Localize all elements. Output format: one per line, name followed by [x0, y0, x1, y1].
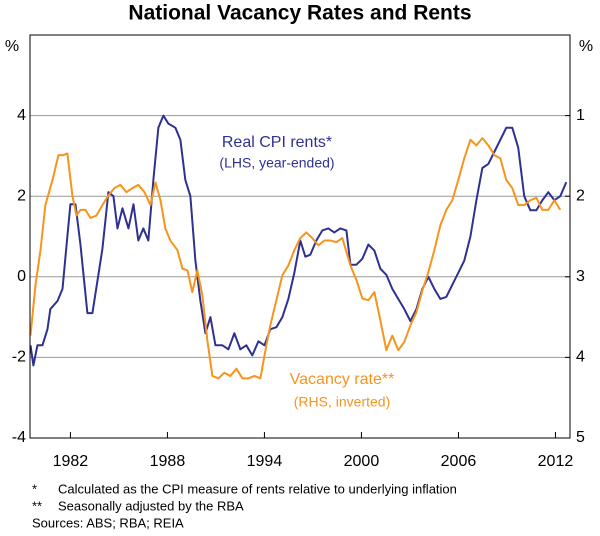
x-tick-label: 2012: [538, 453, 574, 470]
x-tick-label: 1994: [247, 453, 283, 470]
series-line: [29, 114, 568, 367]
chart-title: National Vacancy Rates and Rents: [128, 2, 471, 25]
x-tick-label: 2006: [441, 453, 477, 470]
series-label: Real CPI rents*: [222, 134, 332, 151]
footnote: Seasonally adjusted by the RBA: [58, 498, 244, 513]
y-tick-label: 4: [17, 107, 26, 124]
y-tick-label: -2: [12, 349, 26, 366]
footnote-marker: **: [32, 498, 42, 513]
y2-tick-label: 4: [576, 349, 585, 366]
y-tick-label: 0: [17, 268, 26, 285]
annotation: (RHS, inverted): [294, 394, 390, 410]
series-label: Vacancy rate**: [290, 371, 395, 388]
y2-tick-label: 1: [576, 107, 585, 124]
x-tick-label: 1982: [53, 453, 89, 470]
footnote-marker: *: [32, 481, 37, 496]
x-tick-label: 2000: [344, 453, 380, 470]
y-tick-label: -4: [12, 429, 26, 446]
y2-axis-label: %: [579, 38, 593, 55]
y2-tick-label: 3: [576, 268, 585, 285]
footnote: Calculated as the CPI measure of rents r…: [58, 481, 457, 496]
plot-frame: [29, 34, 571, 439]
series-line: [29, 137, 562, 380]
y2-tick-label: 5: [576, 429, 585, 446]
sources: Sources: ABS; RBA; REIA: [32, 515, 184, 530]
x-tick-label: 1988: [150, 453, 186, 470]
annotation: (LHS, year-ended): [219, 155, 334, 171]
y2-tick-label: 2: [576, 187, 585, 204]
y-axis-label: %: [5, 38, 19, 55]
y-tick-label: 2: [17, 187, 26, 204]
